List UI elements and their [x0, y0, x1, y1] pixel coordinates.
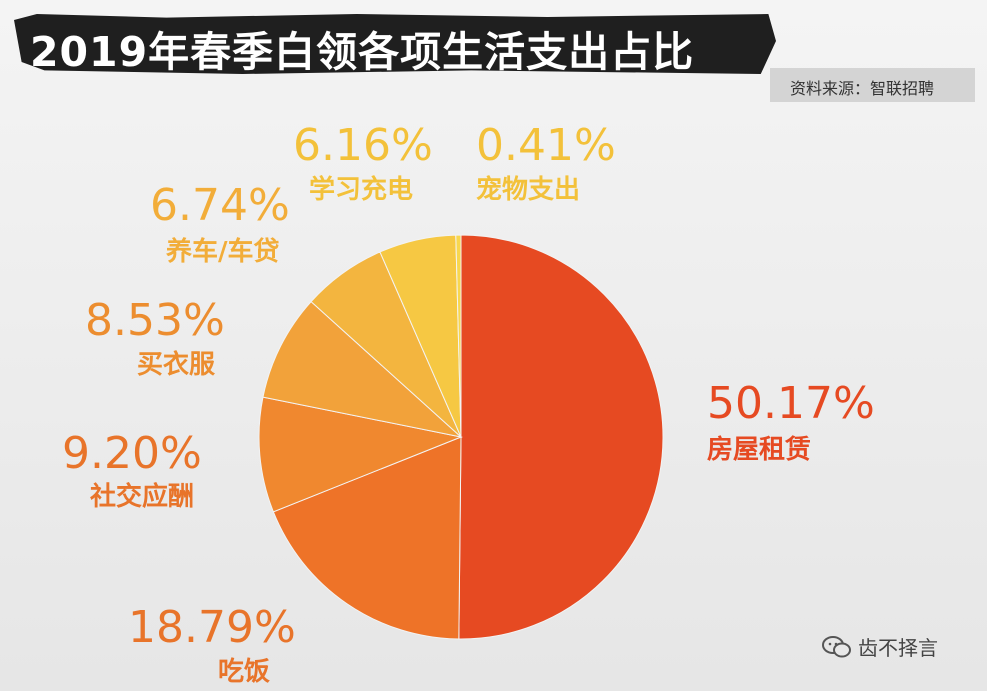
slice-category-label: 社交应酬	[90, 481, 194, 512]
slice-value-label: 8.53%	[85, 295, 225, 346]
watermark: 齿不择言	[822, 632, 938, 661]
watermark-text: 齿不择言	[858, 636, 938, 660]
slice-category-label: 买衣服	[137, 349, 216, 380]
chart-title: 2019年春季白领各项生活支出占比	[30, 28, 695, 76]
source-note: 资料来源：智联招聘	[790, 79, 935, 98]
pie-slice	[458, 234, 664, 640]
slice-category-label: 房屋租赁	[707, 435, 811, 465]
slice-category-label: 学习充电	[309, 174, 413, 205]
pie-slice	[272, 436, 462, 640]
slice-category-label: 吃饭	[218, 657, 270, 687]
pie-labels: 50.17% 房屋租赁 18.79% 吃饭 9.20%社交应酬 8.53%买衣服 6.74%…	[62, 120, 875, 687]
slice-value-label: 0.41%	[476, 120, 616, 171]
pie-slice	[262, 300, 463, 438]
slice-value-label: 6.16%	[293, 120, 433, 171]
slice-value-label: 18.79%	[128, 602, 296, 653]
pie-slice	[258, 396, 463, 513]
slice-value-label: 50.17%	[707, 378, 875, 429]
source-strip	[770, 68, 975, 102]
pie-slice	[455, 234, 462, 438]
wechat-icon	[822, 635, 852, 659]
slice-value-label: 6.74%	[150, 180, 290, 231]
pie-slices	[258, 234, 664, 640]
title-banner	[14, 14, 776, 74]
slice-category-label: 养车/车贷	[165, 236, 280, 267]
slice-category-label: 宠物支出	[476, 174, 580, 205]
slice-value-label: 9.20%	[62, 428, 202, 479]
